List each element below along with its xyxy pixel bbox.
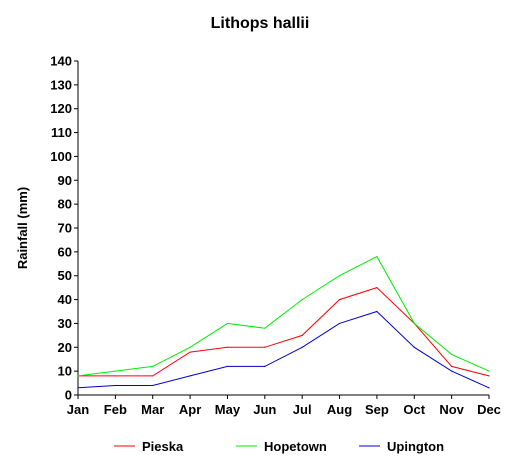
data-point-hopetown [152,365,154,367]
data-point-hopetown [189,346,191,348]
y-axis-label: Rainfall (mm) [15,187,30,269]
data-point-upington [77,387,79,389]
x-tick-label: Oct [403,402,425,417]
data-point-hopetown [488,370,490,372]
data-point-upington [338,322,341,325]
y-tick-labels: 0 10 20 30 40 50 60 70 80 90 100 110 120 130 140 [50,54,72,403]
x-tick-label: Feb [104,402,127,417]
series-line-pieska [78,287,490,377]
data-point-hopetown [264,327,266,329]
x-tick-label: Sep [365,402,389,417]
legend-label: Pieska [142,439,184,454]
data-point-upington [226,365,229,367]
legend: Pieska Hopetown Upington [114,439,444,454]
x-tick-label: Mar [141,402,164,417]
series-lines [77,255,490,389]
axes [74,60,490,399]
series-line-hopetown [77,255,490,377]
y-tick-label: 80 [58,197,72,212]
y-tick-label: 140 [50,54,72,69]
data-point-hopetown [413,322,415,325]
y-tick-label: 90 [58,173,72,188]
data-point-hopetown [376,256,378,258]
data-point-hopetown [451,353,453,356]
data-point-pieska [264,346,266,348]
x-tick-label: Nov [439,402,464,417]
x-tick-label: Jun [253,402,276,417]
legend-label: Hopetown [264,439,327,454]
data-point-hopetown [338,275,341,277]
data-point-pieska [226,346,229,348]
chart-title: Lithops hallii [211,15,310,32]
data-point-upington [114,384,116,387]
data-point-upington [488,387,490,389]
y-tick-label: 40 [58,292,72,307]
legend-label: Upington [387,439,444,454]
data-point-upington [189,375,191,377]
y-tick-label: 10 [58,364,72,379]
x-tick-labels: Jan Feb Mar Apr May Jun Jul Aug Sep Oct Nov Dec [67,402,501,417]
y-tick-label: 30 [58,316,72,331]
data-point-pieska [488,375,490,377]
data-point-hopetown [301,298,303,301]
y-tick-label: 20 [58,340,72,355]
data-point-upington [413,346,415,348]
y-tick-label: 50 [58,268,72,283]
data-point-pieska [114,375,116,377]
y-tick-label: 70 [58,221,72,236]
data-point-pieska [189,351,191,353]
data-point-hopetown [114,370,116,372]
data-point-upington [264,365,266,367]
series-line-upington [77,310,490,389]
data-point-upington [152,384,154,387]
x-tick-label: Dec [477,402,501,417]
y-tick-label: 100 [50,149,72,164]
x-tick-label: Jul [293,402,312,417]
data-point-hopetown [77,375,79,377]
y-tick-label: 60 [58,244,72,259]
x-tick-label: May [215,402,241,417]
data-point-pieska [338,298,341,301]
data-point-pieska [152,375,154,377]
y-tick-label: 0 [65,388,72,403]
y-tick-label: 110 [51,125,72,140]
data-point-pieska [301,334,303,336]
data-point-upington [451,370,453,372]
data-point-pieska [451,365,453,367]
data-point-upington [301,346,303,348]
y-tick-label: 130 [50,77,72,92]
data-point-hopetown [226,322,229,325]
y-tick-label: 120 [50,101,72,116]
data-point-upington [376,310,378,313]
data-point-pieska [376,287,378,289]
x-tick-label: Apr [179,402,201,417]
x-tick-label: Aug [327,402,352,417]
x-tick-label: Jan [67,402,89,417]
